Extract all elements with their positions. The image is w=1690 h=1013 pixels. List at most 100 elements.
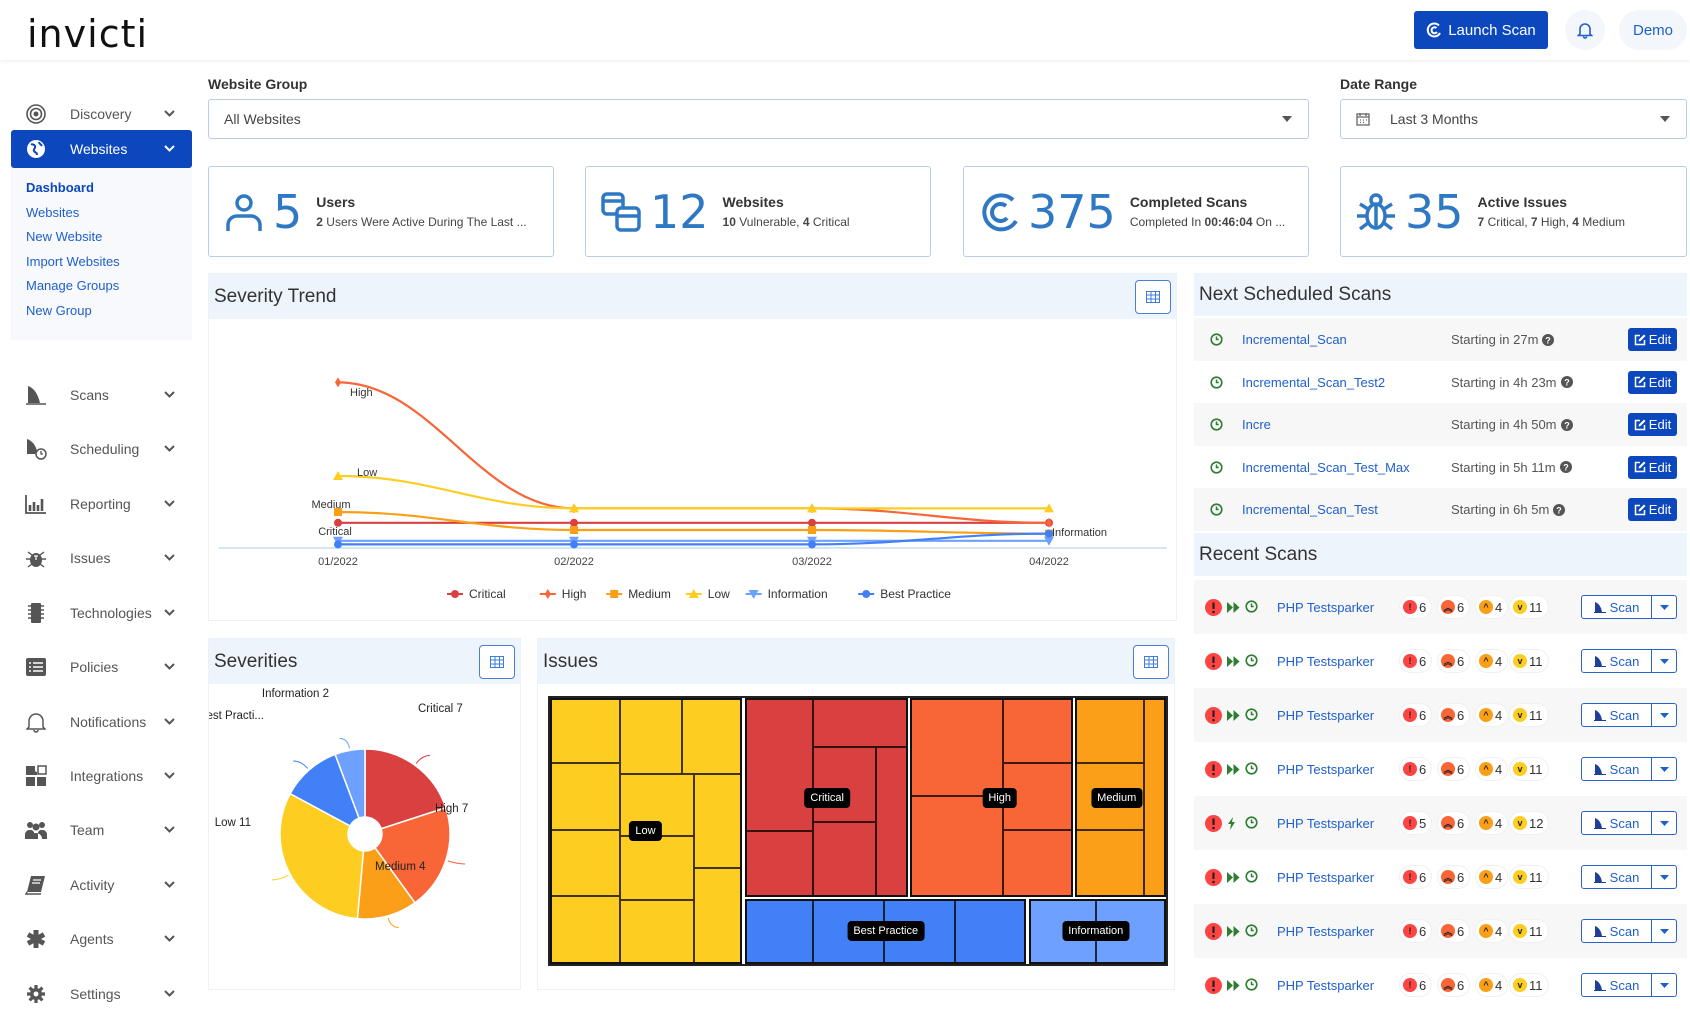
chevron-down-icon[interactable] [162, 498, 176, 510]
treemap-cell-low[interactable] [550, 763, 621, 830]
treemap-cell-low[interactable] [550, 698, 621, 764]
sidebar-item-scans[interactable]: Scans [11, 376, 192, 414]
treemap-cell-low[interactable] [693, 773, 743, 869]
treemap-cell-critical[interactable] [744, 698, 814, 831]
sidebar-item-policies[interactable]: Policies [11, 648, 192, 686]
sidebar-item-technologies[interactable]: Technologies [11, 594, 192, 632]
recent-scan-link[interactable]: PHP Testsparker [1277, 815, 1375, 831]
treemap-cell-critical[interactable] [813, 747, 876, 822]
data-point[interactable] [688, 589, 699, 598]
data-point[interactable] [570, 526, 578, 534]
data-point[interactable] [570, 540, 578, 549]
chevron-down-icon[interactable] [162, 143, 176, 155]
legend-item[interactable]: Information [745, 587, 828, 601]
treemap-cell-best-practice[interactable] [954, 898, 1027, 964]
data-point[interactable] [544, 589, 551, 599]
scan-button[interactable]: Scan [1582, 596, 1652, 618]
submenu-dashboard[interactable]: Dashboard [26, 180, 94, 195]
help-icon[interactable]: ? [1559, 461, 1572, 474]
scan-button[interactable]: Scan [1582, 758, 1652, 780]
data-point[interactable] [808, 518, 816, 527]
help-icon[interactable]: ? [1560, 418, 1573, 431]
edit-button[interactable]: Edit [1628, 328, 1677, 351]
invicti-logo[interactable]: invicti [27, 12, 149, 56]
pie-slice-information[interactable] [334, 748, 366, 820]
data-point[interactable] [610, 590, 619, 598]
scan-options-dropdown[interactable] [1652, 596, 1676, 618]
scan-options-dropdown[interactable] [1652, 812, 1676, 834]
treemap-cell-low[interactable] [681, 698, 743, 774]
scan-options-dropdown[interactable] [1652, 758, 1676, 780]
treemap-cell-critical[interactable] [744, 831, 814, 897]
chevron-down-icon[interactable] [162, 108, 176, 120]
date-range-select[interactable]: Last 3 Months [1340, 99, 1687, 139]
pie-slice-high[interactable] [373, 806, 451, 904]
sidebar-item-issues[interactable]: Issues [11, 539, 192, 577]
data-point[interactable] [334, 518, 342, 527]
chevron-down-icon[interactable] [162, 607, 176, 619]
scheduled-scan-link[interactable]: Incremental_Scan_Test2 [1242, 374, 1386, 390]
active-issues-card[interactable]: 35 Active Issues 7 Critical, 7 High, 4 M… [1340, 166, 1687, 257]
scan-button[interactable]: Scan [1582, 920, 1652, 942]
help-icon[interactable]: ? [1560, 376, 1573, 389]
data-point[interactable] [1045, 529, 1053, 538]
data-point[interactable] [1046, 517, 1052, 528]
legend-item[interactable]: Best Practice [858, 587, 951, 601]
pie-slice-low[interactable] [279, 792, 365, 920]
chevron-down-icon[interactable] [162, 770, 176, 782]
scan-button[interactable]: Scan [1582, 704, 1652, 726]
treemap-cell-low[interactable] [620, 900, 694, 964]
sidebar-item-activity[interactable]: Activity [11, 866, 192, 904]
website-group-select[interactable]: All Websites [208, 99, 1309, 139]
submenu-manage-groups[interactable]: Manage Groups [26, 278, 120, 294]
edit-button[interactable]: Edit [1628, 370, 1677, 394]
sidebar-item-discovery[interactable]: Discovery [11, 95, 192, 133]
data-point[interactable] [808, 540, 816, 549]
submenu-import-websites[interactable]: Import Websites [26, 253, 120, 269]
data-point[interactable] [334, 508, 342, 516]
data-point[interactable] [807, 503, 817, 513]
data-point[interactable] [1044, 536, 1054, 546]
help-icon[interactable]: ? [1542, 333, 1555, 346]
data-point[interactable] [334, 540, 342, 549]
treemap-cell-critical[interactable] [813, 821, 876, 897]
treemap-cell-critical[interactable] [875, 747, 908, 897]
notifications-button[interactable] [1565, 10, 1605, 50]
treemap-cell-medium[interactable] [1074, 698, 1145, 764]
data-point[interactable] [808, 526, 816, 534]
treemap-cell-high[interactable] [909, 698, 1003, 797]
data-point[interactable] [335, 377, 341, 388]
scan-options-dropdown[interactable] [1652, 650, 1676, 672]
data-point[interactable] [748, 590, 759, 599]
recent-scan-link[interactable]: PHP Testsparker [1277, 707, 1375, 723]
completed-scans-card[interactable]: 375 Completed Scans Completed In 00:46:0… [963, 166, 1309, 257]
treemap-cell-high[interactable] [909, 796, 1003, 897]
chevron-down-icon[interactable] [162, 443, 176, 455]
scan-options-dropdown[interactable] [1652, 866, 1676, 888]
chevron-down-icon[interactable] [162, 661, 176, 673]
data-point[interactable] [451, 590, 459, 598]
recent-scan-link[interactable]: PHP Testsparker [1277, 761, 1375, 777]
scan-options-dropdown[interactable] [1652, 704, 1676, 726]
treemap-cell-high[interactable] [1002, 829, 1073, 897]
sidebar-item-agents[interactable]: Agents [11, 920, 192, 958]
treemap-cell-critical[interactable] [813, 698, 908, 748]
treemap-cell-low[interactable] [693, 868, 743, 964]
treemap-cell-low[interactable] [550, 896, 621, 964]
treemap-cell-best-practice[interactable] [744, 898, 814, 964]
submenu-websites[interactable]: Websites [26, 204, 80, 220]
legend-item[interactable]: Low [685, 587, 730, 601]
table-view-button[interactable] [1135, 280, 1171, 314]
data-point[interactable] [333, 471, 343, 480]
chevron-down-icon[interactable] [162, 389, 176, 401]
edit-button[interactable]: Edit [1628, 498, 1677, 522]
help-icon[interactable]: ? [1553, 503, 1566, 516]
table-view-button[interactable] [1133, 645, 1169, 679]
recent-scan-link[interactable]: PHP Testsparker [1277, 653, 1375, 669]
scan-button[interactable]: Scan [1582, 812, 1652, 834]
legend-item[interactable]: High [539, 587, 587, 601]
chevron-down-icon[interactable] [162, 552, 176, 564]
user-menu-button[interactable]: Demo [1619, 10, 1687, 50]
scan-button[interactable]: Scan [1582, 974, 1652, 996]
edit-button[interactable]: Edit [1628, 413, 1677, 437]
